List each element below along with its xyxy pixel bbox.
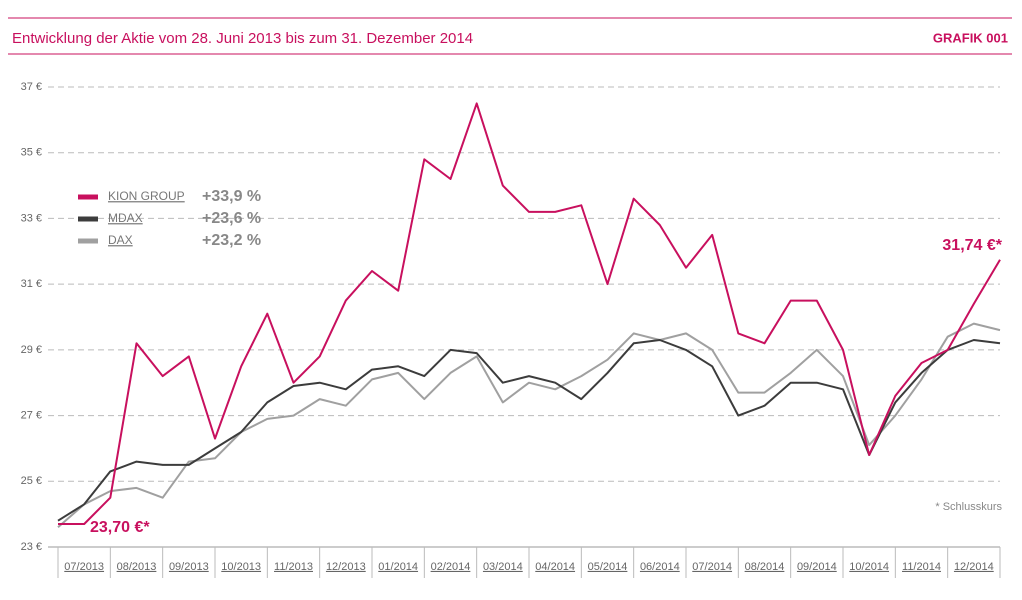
y-tick-label: 37 €	[21, 81, 42, 93]
start-annotation: 23,70 €*	[90, 519, 150, 536]
chart-title: Entwicklung der Aktie vom 28. Juni 2013 …	[12, 30, 473, 47]
y-tick-label: 27 €	[21, 409, 42, 421]
x-tick-label: 02/2014	[431, 561, 471, 573]
x-tick-label: 01/2014	[378, 561, 418, 573]
x-tick-label: 11/2014	[902, 561, 941, 573]
x-tick-label: 03/2014	[483, 561, 523, 573]
y-tick-label: 33 €	[21, 212, 42, 224]
y-tick-label: 29 €	[21, 344, 42, 356]
legend-label: DAX	[108, 233, 133, 247]
x-tick-label: 10/2013	[221, 561, 261, 573]
y-tick-label: 23 €	[21, 541, 42, 553]
x-tick-label: 11/2013	[274, 561, 313, 573]
end-annotation: 31,74 €*	[942, 237, 1002, 254]
series-line	[57, 322, 1001, 529]
chart-label: GRAFIK 001	[933, 30, 1008, 45]
footnote: * Schlusskurs	[935, 501, 1002, 513]
x-tick-label: 12/2013	[326, 561, 366, 573]
series-line	[57, 339, 1001, 522]
x-tick-label: 07/2014	[692, 561, 732, 573]
y-tick-label: 31 €	[21, 278, 42, 290]
y-tick-label: 25 €	[21, 475, 42, 487]
legend-change: +23,6 %	[202, 210, 261, 227]
x-tick-label: 09/2014	[797, 561, 837, 573]
y-tick-label: 35 €	[21, 147, 42, 159]
x-tick-label: 09/2013	[169, 561, 209, 573]
x-tick-label: 08/2013	[117, 561, 157, 573]
legend-label: MDAX	[108, 211, 143, 225]
x-tick-label: 05/2014	[588, 561, 628, 573]
x-tick-label: 12/2014	[954, 561, 994, 573]
series-line	[58, 102, 1001, 525]
legend-change: +33,9 %	[202, 188, 261, 205]
x-tick-label: 10/2014	[849, 561, 889, 573]
x-tick-label: 08/2014	[745, 561, 785, 573]
x-tick-label: 04/2014	[535, 561, 575, 573]
x-tick-label: 06/2014	[640, 561, 680, 573]
legend-label: KION GROUP	[108, 189, 185, 203]
legend-change: +23,2 %	[202, 232, 261, 249]
x-tick-label: 07/2013	[64, 561, 104, 573]
